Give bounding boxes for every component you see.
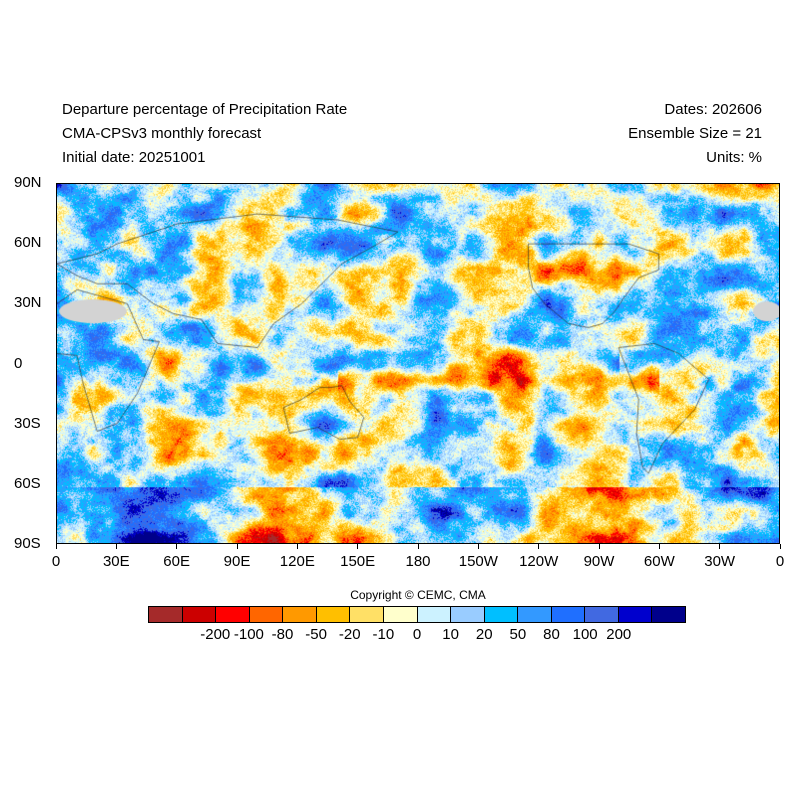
lon-tick (296, 544, 298, 549)
lat-label: 30N (14, 294, 42, 312)
colorbar-swatch (316, 607, 351, 622)
lon-tick (55, 544, 57, 549)
lon-tick (598, 544, 600, 549)
colorbar-label: 10 (442, 626, 459, 643)
colorbar-swatch (417, 607, 452, 622)
colorbar-swatch (652, 607, 685, 622)
colorbar-label: 50 (509, 626, 527, 643)
units-label: Units: % (706, 149, 762, 166)
map-field (57, 184, 779, 543)
colorbar-label: -200 (200, 626, 231, 643)
header-right: Dates: 202606 Ensemble Size = 21 Units: … (628, 98, 762, 170)
colorbar-label: 200 (606, 626, 632, 643)
lat-label: 60S (14, 474, 41, 492)
lon-tick (658, 544, 660, 549)
colorbar-swatch (149, 607, 183, 622)
lon-tick (417, 544, 419, 549)
lon-label: 90E (223, 553, 251, 570)
lon-tick (236, 544, 238, 549)
lon-label: 0 (775, 553, 785, 570)
lon-tick (477, 544, 479, 549)
copyright-note: Copyright © CEMC, CMA (350, 588, 486, 602)
lat-label: 30S (14, 414, 41, 432)
colorbar-label: 100 (572, 626, 598, 643)
colorbar-swatch (383, 607, 418, 622)
colorbar-label: 20 (475, 626, 493, 643)
colorbar-label: -10 (372, 626, 395, 643)
lon-label: 30W (704, 553, 736, 570)
colorbar-swatch (283, 607, 317, 622)
colorbar-swatch (182, 607, 217, 622)
lon-label: 30E (102, 553, 130, 570)
lon-label: 150W (458, 553, 498, 570)
initial-date: Initial date: 20251001 (62, 149, 206, 166)
colorbar-swatch (551, 607, 586, 622)
lon-label: 60W (643, 553, 675, 570)
colorbar-swatch (216, 607, 250, 622)
lon-tick (357, 544, 359, 549)
colorbar-label: 80 (543, 626, 560, 643)
lon-label: 120E (279, 553, 315, 570)
colorbar-swatch (451, 607, 485, 622)
colorbar-swatch (518, 607, 552, 622)
lon-label: 120W (519, 553, 559, 570)
colorbar-swatch (350, 607, 384, 622)
colorbar-label: -100 (233, 626, 264, 643)
lon-label: 90W (583, 553, 615, 570)
colorbar-label: -20 (338, 626, 361, 643)
colorbar-swatch (484, 607, 519, 622)
lon-tick (779, 544, 781, 549)
lon-label: 0 (51, 553, 61, 570)
plot-title: Departure percentage of Precipitation Ra… (62, 101, 348, 118)
colorbar (148, 606, 686, 623)
lon-tick (538, 544, 540, 549)
lat-label: 0 (14, 354, 23, 372)
lon-tick (176, 544, 178, 549)
colorbar-label: 0 (412, 626, 422, 643)
colorbar-label: -80 (271, 626, 294, 643)
colorbar-swatch (585, 607, 619, 622)
colorbar-swatch (618, 607, 653, 622)
lon-label: 60E (163, 553, 190, 570)
colorbar-swatch (249, 607, 284, 622)
ensemble-size: Ensemble Size = 21 (628, 125, 762, 142)
lat-label: 60N (14, 234, 42, 252)
header-left: Departure percentage of Precipitation Ra… (62, 98, 347, 170)
forecast-dates: Dates: 202606 (664, 101, 762, 118)
model-name: CMA-CPSv3 monthly forecast (62, 125, 262, 142)
lat-label: 90S (14, 535, 41, 552)
lon-label: 150E (340, 553, 376, 570)
lon-tick (719, 544, 721, 549)
precipitation-map (56, 183, 780, 544)
lon-label: 180 (405, 553, 431, 570)
lon-tick (115, 544, 117, 549)
lat-label: 90N (14, 174, 42, 191)
colorbar-label: -50 (305, 626, 327, 643)
